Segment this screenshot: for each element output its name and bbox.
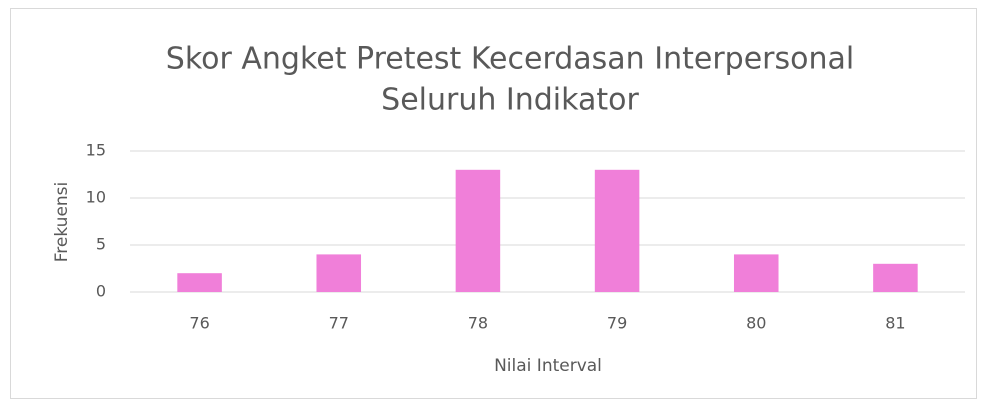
y-axis-label: Frekuensi: [52, 182, 72, 263]
bar: [177, 273, 222, 292]
bar: [316, 254, 362, 292]
y-tick-label: 10: [86, 188, 106, 207]
x-tick-label: 80: [746, 314, 766, 333]
y-tick-label: 15: [86, 141, 106, 160]
x-tick-label: 81: [885, 314, 905, 333]
x-axis-label: Nilai Interval: [494, 356, 602, 376]
x-tick-label: 78: [468, 314, 488, 333]
chart-title: Seluruh Indikator: [381, 83, 639, 118]
y-tick-label: 0: [96, 282, 106, 301]
bar: [873, 263, 918, 292]
x-tick-label: 77: [329, 314, 349, 333]
chart-title: Skor Angket Pretest Kecerdasan Interpers…: [166, 42, 854, 77]
x-tick-label: 76: [189, 314, 209, 333]
bar: [455, 169, 501, 292]
bar: [594, 169, 640, 292]
bar: [733, 254, 779, 292]
x-tick-label: 79: [607, 314, 627, 333]
y-tick-label: 5: [96, 235, 106, 254]
